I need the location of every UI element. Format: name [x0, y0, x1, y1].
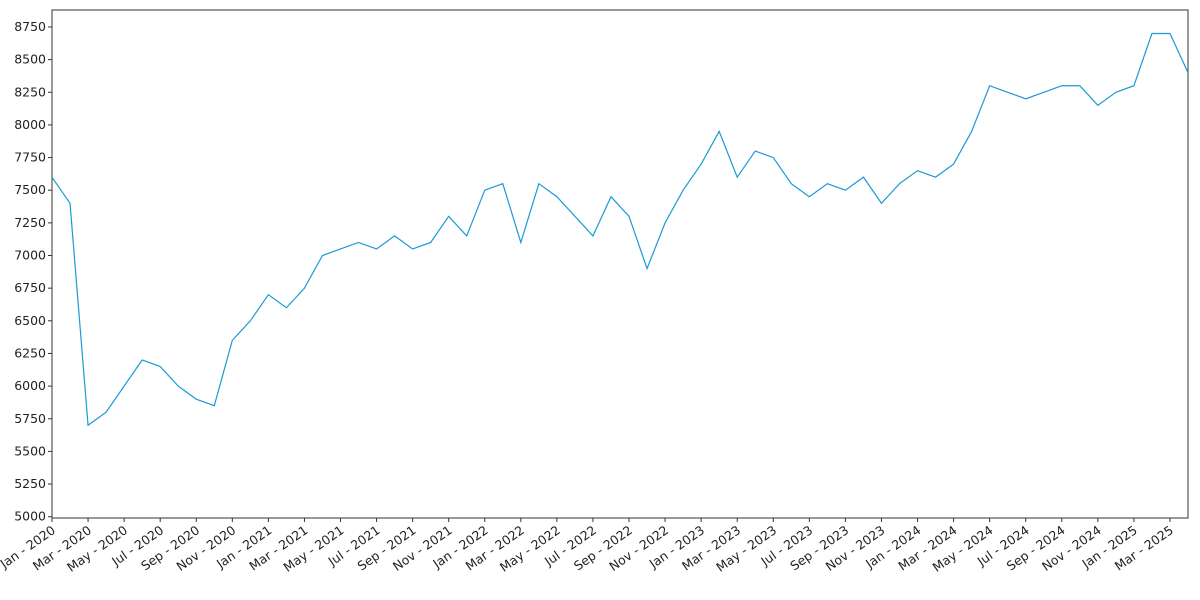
- y-tick-label: 8500: [14, 52, 46, 67]
- y-tick-label: 8750: [14, 19, 46, 34]
- plot-frame: [51, 9, 1189, 519]
- y-tick-label: 7250: [14, 215, 46, 230]
- y-tick-label: 8250: [14, 84, 46, 99]
- y-tick-label: 5000: [14, 509, 46, 524]
- line-series: [51, 32, 1189, 427]
- y-tick-label: 8000: [14, 117, 46, 132]
- y-tick-label: 5250: [14, 476, 46, 491]
- y-tick-label: 5500: [14, 443, 46, 458]
- y-tick-label: 7500: [14, 182, 46, 197]
- y-tick-label: 5750: [14, 411, 46, 426]
- y-tick-label: 7000: [14, 248, 46, 263]
- y-tick-label: 6250: [14, 345, 46, 360]
- y-tick-label: 6500: [14, 313, 46, 328]
- y-tick-label: 7750: [14, 150, 46, 165]
- y-tick-label: 6750: [14, 280, 46, 295]
- y-tick-label: 6000: [14, 378, 46, 393]
